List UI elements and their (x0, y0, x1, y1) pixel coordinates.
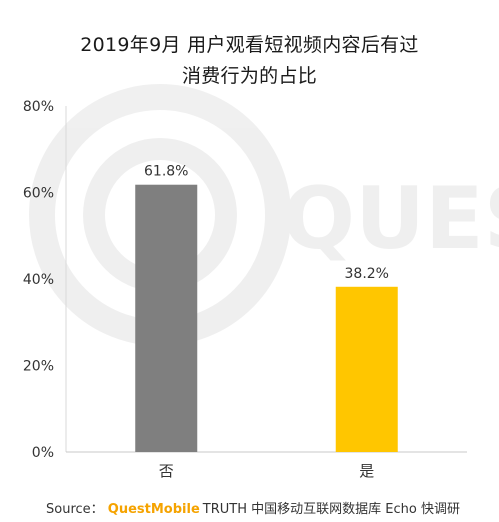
y-tick-label: 40% (23, 272, 54, 288)
bar-1 (135, 184, 198, 452)
bar-2 (335, 286, 398, 452)
x-tick-label: 是 (359, 462, 374, 480)
y-tick-label: 20% (23, 359, 54, 375)
chart-bars: 61.8% 否 38.2% 是 (135, 164, 398, 480)
bar-value-label: 61.8% (144, 164, 188, 180)
y-tick-label: 60% (23, 186, 54, 202)
bar-value-label: 38.2% (345, 266, 389, 282)
source-brand-mobile: Mobile (150, 502, 200, 517)
questmobile-watermark: QUEST (29, 84, 499, 346)
x-tick-label: 否 (159, 462, 174, 480)
watermark-text: QUEST (282, 169, 499, 269)
chart-title-line1: 2019年9月 用户观看短视频内容后有过 (80, 34, 419, 56)
chart-axes: 0% 20% 40% 60% 80% (23, 99, 467, 461)
chart-title-line2: 消费行为的占比 (181, 65, 318, 87)
source-brand-quest: Quest (107, 502, 151, 517)
y-tick-label: 80% (23, 99, 54, 115)
y-tick-label: 0% (32, 445, 54, 461)
source-note: Source： QuestMobile TRUTH 中国移动互联网数据库 Echo… (46, 498, 460, 517)
source-rest: TRUTH 中国移动互联网数据库 Echo 快调研 (202, 502, 460, 517)
source-prefix: Source： (46, 502, 104, 517)
